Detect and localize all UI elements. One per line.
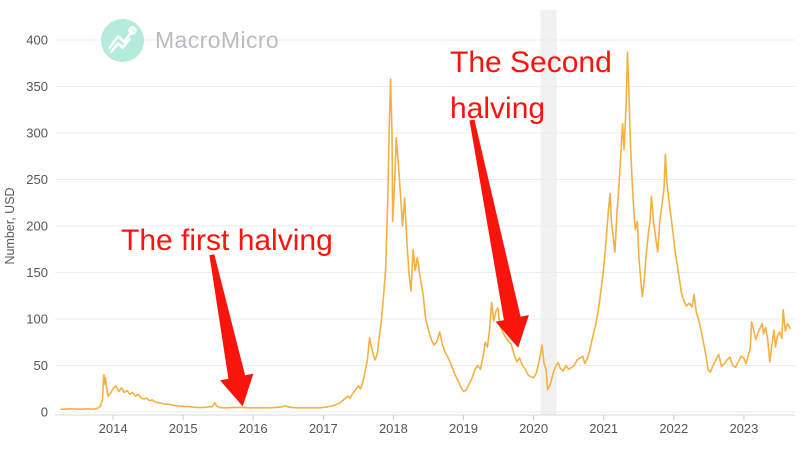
first-halving-arrow-icon (209, 254, 254, 407)
y-tick-label: 0 (41, 405, 48, 420)
annotation-arrow-layer (209, 119, 529, 407)
y-tick-label: 250 (26, 172, 48, 187)
x-tick-label: 2023 (729, 421, 758, 436)
annotation-text-line: The Second (450, 46, 612, 79)
brand-name: MacroMicro (155, 27, 280, 53)
x-tick-label: 2018 (379, 421, 408, 436)
series-layer (60, 51, 792, 411)
y-tick-label: 400 (26, 33, 48, 48)
y-axis-title: Number, USD (3, 187, 17, 264)
x-tick-label: 2022 (659, 421, 688, 436)
y-tick-label: 150 (26, 265, 48, 280)
macromicro-logo-icon (101, 19, 144, 62)
gridline-layer (55, 39, 795, 413)
x-tick-label: 2019 (449, 421, 478, 436)
x-tick-label: 2014 (99, 421, 128, 436)
annotation-text-line: The first halving (121, 224, 333, 257)
y-tick-label: 200 (26, 219, 48, 234)
data-series-line[interactable] (60, 51, 792, 411)
axis-layer: 0 50 100 150 200 250 300 350 400 2014 2015 2016 2017… (3, 33, 795, 436)
x-tick-label: 2016 (239, 421, 268, 436)
x-tick-label: 2021 (589, 421, 618, 436)
annotation-text-line: halving (450, 92, 546, 125)
brand-logo[interactable]: MacroMicro (101, 19, 279, 62)
x-tick-label: 2015 (169, 421, 198, 436)
y-tick-label: 300 (26, 126, 48, 141)
second-halving-arrow-icon (469, 119, 529, 348)
x-tick-label: 2017 (309, 421, 338, 436)
highlight-band-layer (540, 10, 557, 415)
y-tick-label: 50 (34, 358, 48, 373)
x-tick-label: 2020 (519, 421, 548, 436)
highlight-band (540, 10, 557, 415)
y-tick-label: 100 (26, 312, 48, 327)
annotation-first-halving: The first halving (121, 218, 333, 264)
annotation-second-halving: The Second halving (450, 40, 612, 132)
y-tick-label: 350 (26, 79, 48, 94)
